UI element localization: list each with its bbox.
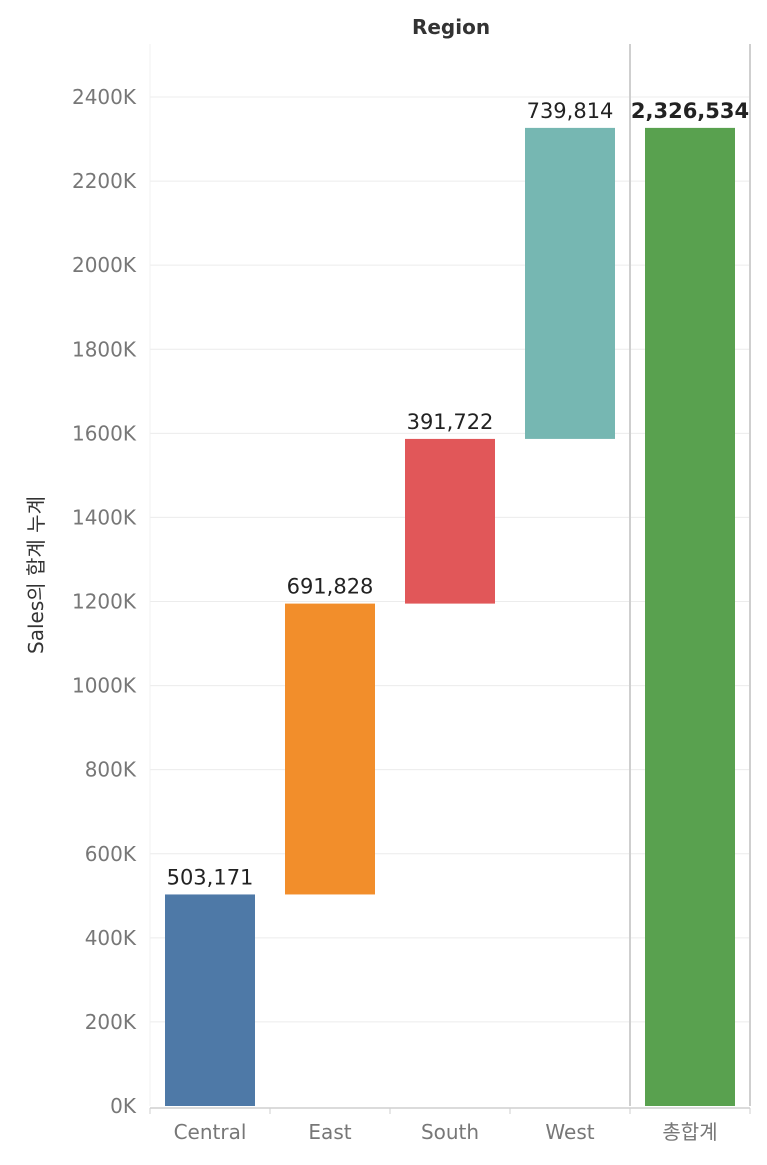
data-label: 691,828 — [287, 575, 374, 599]
column-header: Region — [412, 15, 490, 39]
y-tick-label: 1800K — [72, 337, 137, 361]
x-category-label-total: 총합계 — [662, 1120, 717, 1144]
x-axis-categories: Central East South West 총합계 — [174, 1120, 718, 1144]
total-data-label: 2,326,534 — [631, 99, 749, 123]
y-tick-label: 1400K — [72, 505, 137, 529]
y-tick-label: 1000K — [72, 674, 137, 698]
bar-east — [285, 603, 375, 895]
y-tick-label: 2200K — [72, 169, 137, 193]
x-category-label: West — [545, 1120, 594, 1144]
y-tick-label: 1200K — [72, 590, 137, 614]
y-tick-label: 400K — [85, 926, 137, 950]
data-label: 503,171 — [167, 865, 254, 889]
y-tick-label: 600K — [85, 842, 137, 866]
bar-west — [525, 127, 615, 439]
x-category-label: East — [308, 1120, 351, 1144]
bar-central — [165, 894, 255, 1106]
bar-south — [405, 438, 495, 604]
bar-grand-total — [645, 127, 735, 1106]
y-axis-ticks: 0K 200K 400K 600K 800K 1000K 1200K 1400K 1600K 18… — [72, 85, 137, 1118]
y-tick-label: 0K — [110, 1094, 137, 1118]
y-tick-label: 800K — [85, 758, 137, 782]
y-tick-label: 2000K — [72, 253, 137, 277]
y-tick-label: 200K — [85, 1010, 137, 1034]
x-category-label: Central — [174, 1120, 247, 1144]
data-label: 739,814 — [527, 99, 614, 123]
data-labels: 503,171 691,828 391,722 739,814 2,326,534 — [167, 99, 750, 890]
bars — [165, 127, 735, 1106]
chart-frame — [149, 44, 751, 1114]
y-tick-label: 1600K — [72, 421, 137, 445]
y-axis-title: Sales의 합계 누계 — [24, 496, 48, 654]
y-tick-label: 2400K — [72, 85, 137, 109]
data-label: 391,722 — [407, 410, 494, 434]
x-category-label: South — [421, 1120, 479, 1144]
